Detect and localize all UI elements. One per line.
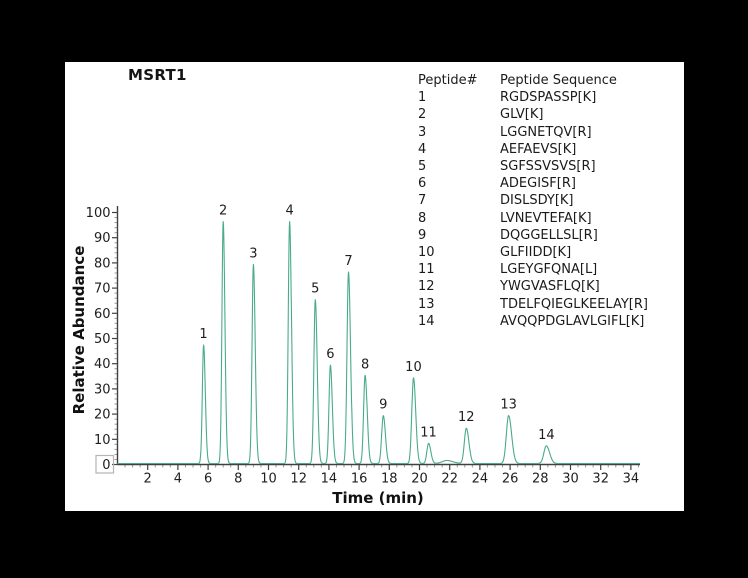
y-tick-label: 0 <box>102 458 110 473</box>
y-axis-title: Relative Abundance <box>70 246 88 415</box>
legend-row: 3 LGGNETQV[R] <box>418 124 648 141</box>
peak-label: 10 <box>405 360 422 375</box>
legend-row: 14 AVQQPDGLAVLGIFL[K] <box>418 313 648 330</box>
x-tick-label: 34 <box>623 472 640 487</box>
x-tick-label: 8 <box>234 472 242 487</box>
x-tick-label: 20 <box>411 472 428 487</box>
zero-label-box <box>95 454 115 474</box>
y-tick-label: 30 <box>94 382 111 397</box>
chromatogram-trace <box>117 221 641 465</box>
legend-peptide-number: 13 <box>418 296 435 312</box>
peak-label: 5 <box>311 282 319 297</box>
legend-peptide-sequence: ADEGISF[R] <box>500 176 576 192</box>
legend-peptide-sequence: GLV[K] <box>500 107 544 123</box>
y-tick-label: 40 <box>94 357 111 372</box>
y-tick-label: 80 <box>94 256 111 271</box>
y-tick-label: 20 <box>94 408 111 423</box>
legend-peptide-number: 11 <box>418 262 435 278</box>
legend-header-row: Peptide# Peptide Sequence <box>418 72 648 89</box>
plot-background-panel <box>65 62 684 511</box>
peak-label: 7 <box>344 254 352 269</box>
legend-peptide-sequence: DISLSDY[K] <box>500 193 574 209</box>
legend-row: 7 DISLSDY[K] <box>418 192 648 209</box>
legend-peptide-sequence: AEFAEVS[K] <box>500 141 577 157</box>
legend-header-peptide-number: Peptide# <box>418 73 478 88</box>
legend-peptide-sequence: TDELFQIEGLKEELAY[R] <box>500 296 648 312</box>
peak-label: 12 <box>458 410 475 425</box>
legend-row: 12 YWGVASFLQ[K] <box>418 278 648 295</box>
legend-row: 10 GLFIIDD[K] <box>418 244 648 261</box>
peak-label: 8 <box>361 357 369 372</box>
peak-label: 9 <box>379 398 387 413</box>
legend-peptide-number: 12 <box>418 279 435 295</box>
x-tick-label: 12 <box>290 472 307 487</box>
x-tick-label: 22 <box>441 472 458 487</box>
legend-peptide-sequence: LVNEVTEFA[K] <box>500 210 592 226</box>
y-tick-label: 60 <box>94 307 111 322</box>
legend-peptide-number: 8 <box>418 210 427 226</box>
legend-header-peptide-sequence: Peptide Sequence <box>500 73 617 88</box>
legend-peptide-sequence: YWGVASFLQ[K] <box>500 279 600 295</box>
legend-peptide-sequence: GLFIIDD[K] <box>500 245 572 261</box>
y-tick-label: 50 <box>94 332 111 347</box>
chart-title: MSRT1 <box>128 66 187 84</box>
peak-label: 13 <box>500 398 517 413</box>
x-tick-label: 24 <box>472 472 489 487</box>
legend-peptide-number: 7 <box>418 193 427 209</box>
legend-peptide-number: 6 <box>418 176 427 192</box>
legend-row: 4 AEFAEVS[K] <box>418 141 648 158</box>
x-tick-label: 2 <box>144 472 152 487</box>
x-tick-label: 26 <box>502 472 519 487</box>
legend-row: 1 RGDSPASSP[K] <box>418 89 648 106</box>
legend-row: 13 TDELFQIEGLKEELAY[R] <box>418 296 648 313</box>
x-tick-label: 14 <box>321 472 338 487</box>
legend-peptide-sequence: LGEYGFQNA[L] <box>500 262 598 278</box>
peak-label: 14 <box>538 428 555 443</box>
legend-peptide-number: 14 <box>418 313 435 329</box>
x-tick-label: 32 <box>592 472 609 487</box>
legend-row: 11 LGEYGFQNA[L] <box>418 261 648 278</box>
peak-label: 6 <box>326 347 334 362</box>
y-tick-label: 100 <box>86 206 111 221</box>
legend-row: 9 DQGGELLSL[R] <box>418 227 648 244</box>
legend-peptide-sequence: DQGGELLSL[R] <box>500 227 598 243</box>
x-tick-label: 30 <box>562 472 579 487</box>
legend-peptide-number: 10 <box>418 245 435 261</box>
legend-row: 6 ADEGISF[R] <box>418 175 648 192</box>
peak-label: 4 <box>285 204 293 219</box>
peak-label: 11 <box>420 425 437 440</box>
legend-row: 8 LVNEVTEFA[K] <box>418 210 648 227</box>
y-tick-label: 70 <box>94 282 111 297</box>
legend-peptide-sequence: RGDSPASSP[K] <box>500 90 597 106</box>
x-tick-label: 4 <box>174 472 182 487</box>
legend-peptide-number: 5 <box>418 159 427 175</box>
y-tick-label: 90 <box>94 231 111 246</box>
x-tick-label: 10 <box>260 472 277 487</box>
legend-peptide-sequence: AVQQPDGLAVLGIFL[K] <box>500 313 645 329</box>
legend-peptide-number: 1 <box>418 90 427 106</box>
x-tick-label: 6 <box>204 472 212 487</box>
legend-rows: 1 RGDSPASSP[K] 2 GLV[K] 3 LGGNETQV[R] 4 AEFAEVS… <box>418 89 648 330</box>
peak-label: 3 <box>249 246 257 261</box>
legend-peptide-number: 4 <box>418 141 427 157</box>
peak-label: 1 <box>199 327 207 342</box>
legend-peptide-sequence: SGFSSVSVS[R] <box>500 159 596 175</box>
legend-row: 5 SGFSSVSVS[R] <box>418 158 648 175</box>
peptide-legend: Peptide# Peptide Sequence 1 RGDSPASSP[K] 2 G… <box>418 72 648 330</box>
legend-peptide-number: 2 <box>418 107 427 123</box>
x-tick-label: 28 <box>532 472 549 487</box>
y-tick-label: 10 <box>94 433 111 448</box>
x-axis-title: Time (min) <box>332 489 424 507</box>
x-tick-label: 18 <box>381 472 398 487</box>
x-tick-label: 16 <box>351 472 368 487</box>
legend-row: 2 GLV[K] <box>418 106 648 123</box>
legend-peptide-number: 3 <box>418 124 427 140</box>
legend-peptide-number: 9 <box>418 227 427 243</box>
legend-peptide-sequence: LGGNETQV[R] <box>500 124 592 140</box>
peak-label: 2 <box>219 204 227 219</box>
